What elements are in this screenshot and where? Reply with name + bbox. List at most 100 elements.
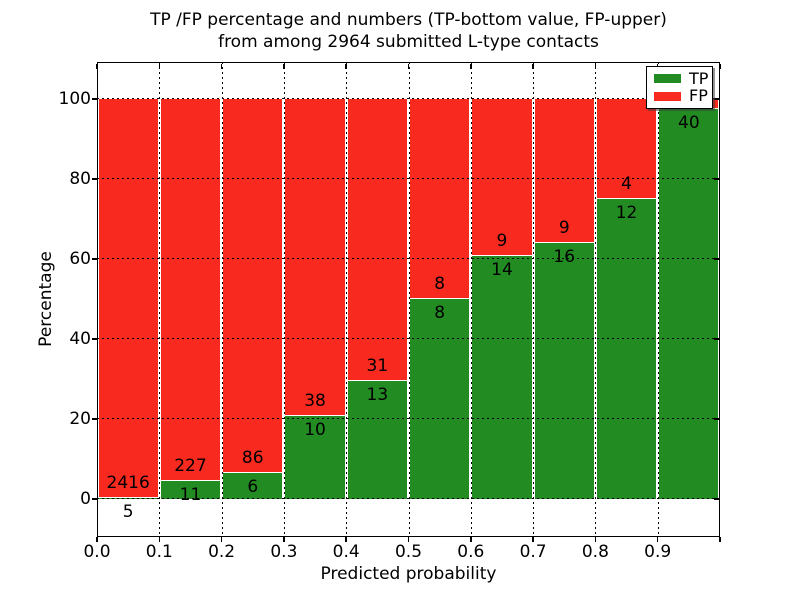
tp-count-label: 14 xyxy=(491,259,513,280)
x-tick-mark-top xyxy=(719,63,721,69)
bar-segment-tp xyxy=(347,380,407,499)
bar-segment-fp xyxy=(285,99,345,416)
bar-segment-tp xyxy=(160,480,221,499)
x-tick-mark-bottom xyxy=(345,537,347,542)
tp-count-label: 10 xyxy=(304,419,326,440)
x-tick-label: 0.0 xyxy=(83,542,111,562)
fp-count-label: 38 xyxy=(304,390,326,411)
plot-area: 2416 5 227 11 86 6 38 10 31 13 8 8 9 14 9 16 4 12 40 TP FP xyxy=(97,62,720,537)
fp-count-label: 31 xyxy=(366,355,389,376)
x-tick-label: 0.8 xyxy=(581,542,609,562)
y-tick-mark-right xyxy=(713,498,719,500)
bar-segment-tp xyxy=(410,299,470,499)
y-tick-label: 60 xyxy=(69,249,91,269)
legend-label-tp: TP xyxy=(689,68,709,88)
gridline-vertical xyxy=(533,62,535,537)
tp-count-label: 11 xyxy=(179,484,202,505)
x-tick-mark-bottom xyxy=(532,537,534,542)
bar-segment-tp xyxy=(659,108,719,499)
x-tick-mark-bottom xyxy=(656,537,659,542)
x-tick-mark-bottom xyxy=(158,537,161,542)
y-tick-mark-right xyxy=(713,418,719,420)
tp-count-label: 40 xyxy=(678,112,700,133)
y-tick-mark-right xyxy=(713,178,719,180)
y-tick-label: 80 xyxy=(69,169,91,189)
x-tick-mark-bottom xyxy=(283,537,285,542)
bar-segment-fp xyxy=(223,99,283,473)
x-tick-mark-top xyxy=(594,63,597,69)
bar-segment-fp xyxy=(98,99,158,498)
y-tick-label: 40 xyxy=(69,329,91,349)
gridline-vertical xyxy=(346,62,348,537)
x-tick-mark-bottom xyxy=(470,537,472,542)
y-tick-mark-left xyxy=(92,258,97,260)
tp-count-label: 5 xyxy=(122,502,134,522)
y-tick-mark-left xyxy=(92,98,97,100)
y-tick-mark-left xyxy=(92,498,97,500)
tp-count-label: 6 xyxy=(247,476,259,497)
fp-count-label: 8 xyxy=(434,274,446,294)
x-tick-label: 0.6 xyxy=(457,542,485,562)
y-axis-label: Percentage xyxy=(36,251,56,347)
fp-count-label: 2416 xyxy=(106,473,150,493)
x-tick-mark-bottom xyxy=(96,537,98,542)
gridline-vertical xyxy=(657,62,659,537)
tp-count-label: 13 xyxy=(366,384,389,405)
legend-swatch-fp-icon xyxy=(654,91,681,101)
bar-segment-fp xyxy=(410,99,470,299)
x-tick-label: 0.5 xyxy=(394,542,423,562)
fp-count-label: 9 xyxy=(558,218,570,238)
fp-count-label: 4 xyxy=(621,174,632,194)
x-tick-mark-top xyxy=(345,63,347,69)
bar-segment-fp xyxy=(534,99,594,243)
tp-count-label: 16 xyxy=(553,247,576,267)
chart-title-line-1: TP /FP percentage and numbers (TP-bottom… xyxy=(150,10,667,30)
x-tick-mark-bottom xyxy=(594,537,597,542)
bar-segment-tp xyxy=(223,472,283,499)
y-tick-mark-left xyxy=(92,338,97,340)
fp-count-label: 86 xyxy=(241,447,264,468)
bar-segment-fp xyxy=(160,99,221,481)
y-tick-label: 100 xyxy=(58,89,91,109)
y-tick-mark-right xyxy=(713,98,719,100)
bar-segment-tp xyxy=(285,415,345,499)
x-tick-label: 0.7 xyxy=(519,542,547,562)
x-tick-mark-top xyxy=(220,63,223,69)
gridline-vertical xyxy=(221,62,223,537)
y-tick-mark-left xyxy=(92,178,97,180)
x-tick-label: 0.4 xyxy=(332,542,360,562)
bar-segment-tp xyxy=(534,243,594,499)
y-tick-label: 20 xyxy=(69,409,91,429)
x-tick-mark-bottom xyxy=(719,537,721,542)
gridline-vertical xyxy=(595,62,597,537)
y-tick-mark-right xyxy=(713,258,719,260)
legend-row: TP xyxy=(654,68,709,88)
x-tick-label: 0.1 xyxy=(145,542,173,562)
gridline-vertical xyxy=(408,62,410,537)
bar-segment-fp xyxy=(347,99,407,381)
gridline-vertical xyxy=(283,62,285,537)
x-tick-mark-top xyxy=(158,63,161,69)
tp-count-label: 8 xyxy=(434,303,446,323)
x-tick-mark-bottom xyxy=(407,537,410,542)
x-tick-label: 0.2 xyxy=(208,542,236,562)
x-tick-mark-top xyxy=(470,63,472,69)
bar-segment-fp xyxy=(472,99,532,256)
gridline-vertical xyxy=(159,62,161,537)
x-tick-mark-top xyxy=(532,63,534,69)
chart-title-line-2: from among 2964 submitted L-type contact… xyxy=(218,31,599,52)
fp-count-label: 227 xyxy=(174,455,207,476)
x-tick-mark-top xyxy=(96,63,98,69)
legend: TP FP xyxy=(646,66,713,109)
legend-row: FP xyxy=(654,88,708,104)
x-tick-mark-top xyxy=(283,63,285,69)
bar-segment-tp xyxy=(472,255,532,499)
x-tick-label: 0.9 xyxy=(644,542,672,562)
bar-segment-tp xyxy=(596,199,657,499)
x-tick-mark-bottom xyxy=(220,537,223,542)
legend-swatch-tp-icon xyxy=(654,74,681,84)
y-tick-mark-left xyxy=(92,418,97,420)
x-tick-label: 0.3 xyxy=(270,542,298,562)
x-axis-label: Predicted probability xyxy=(320,564,497,584)
